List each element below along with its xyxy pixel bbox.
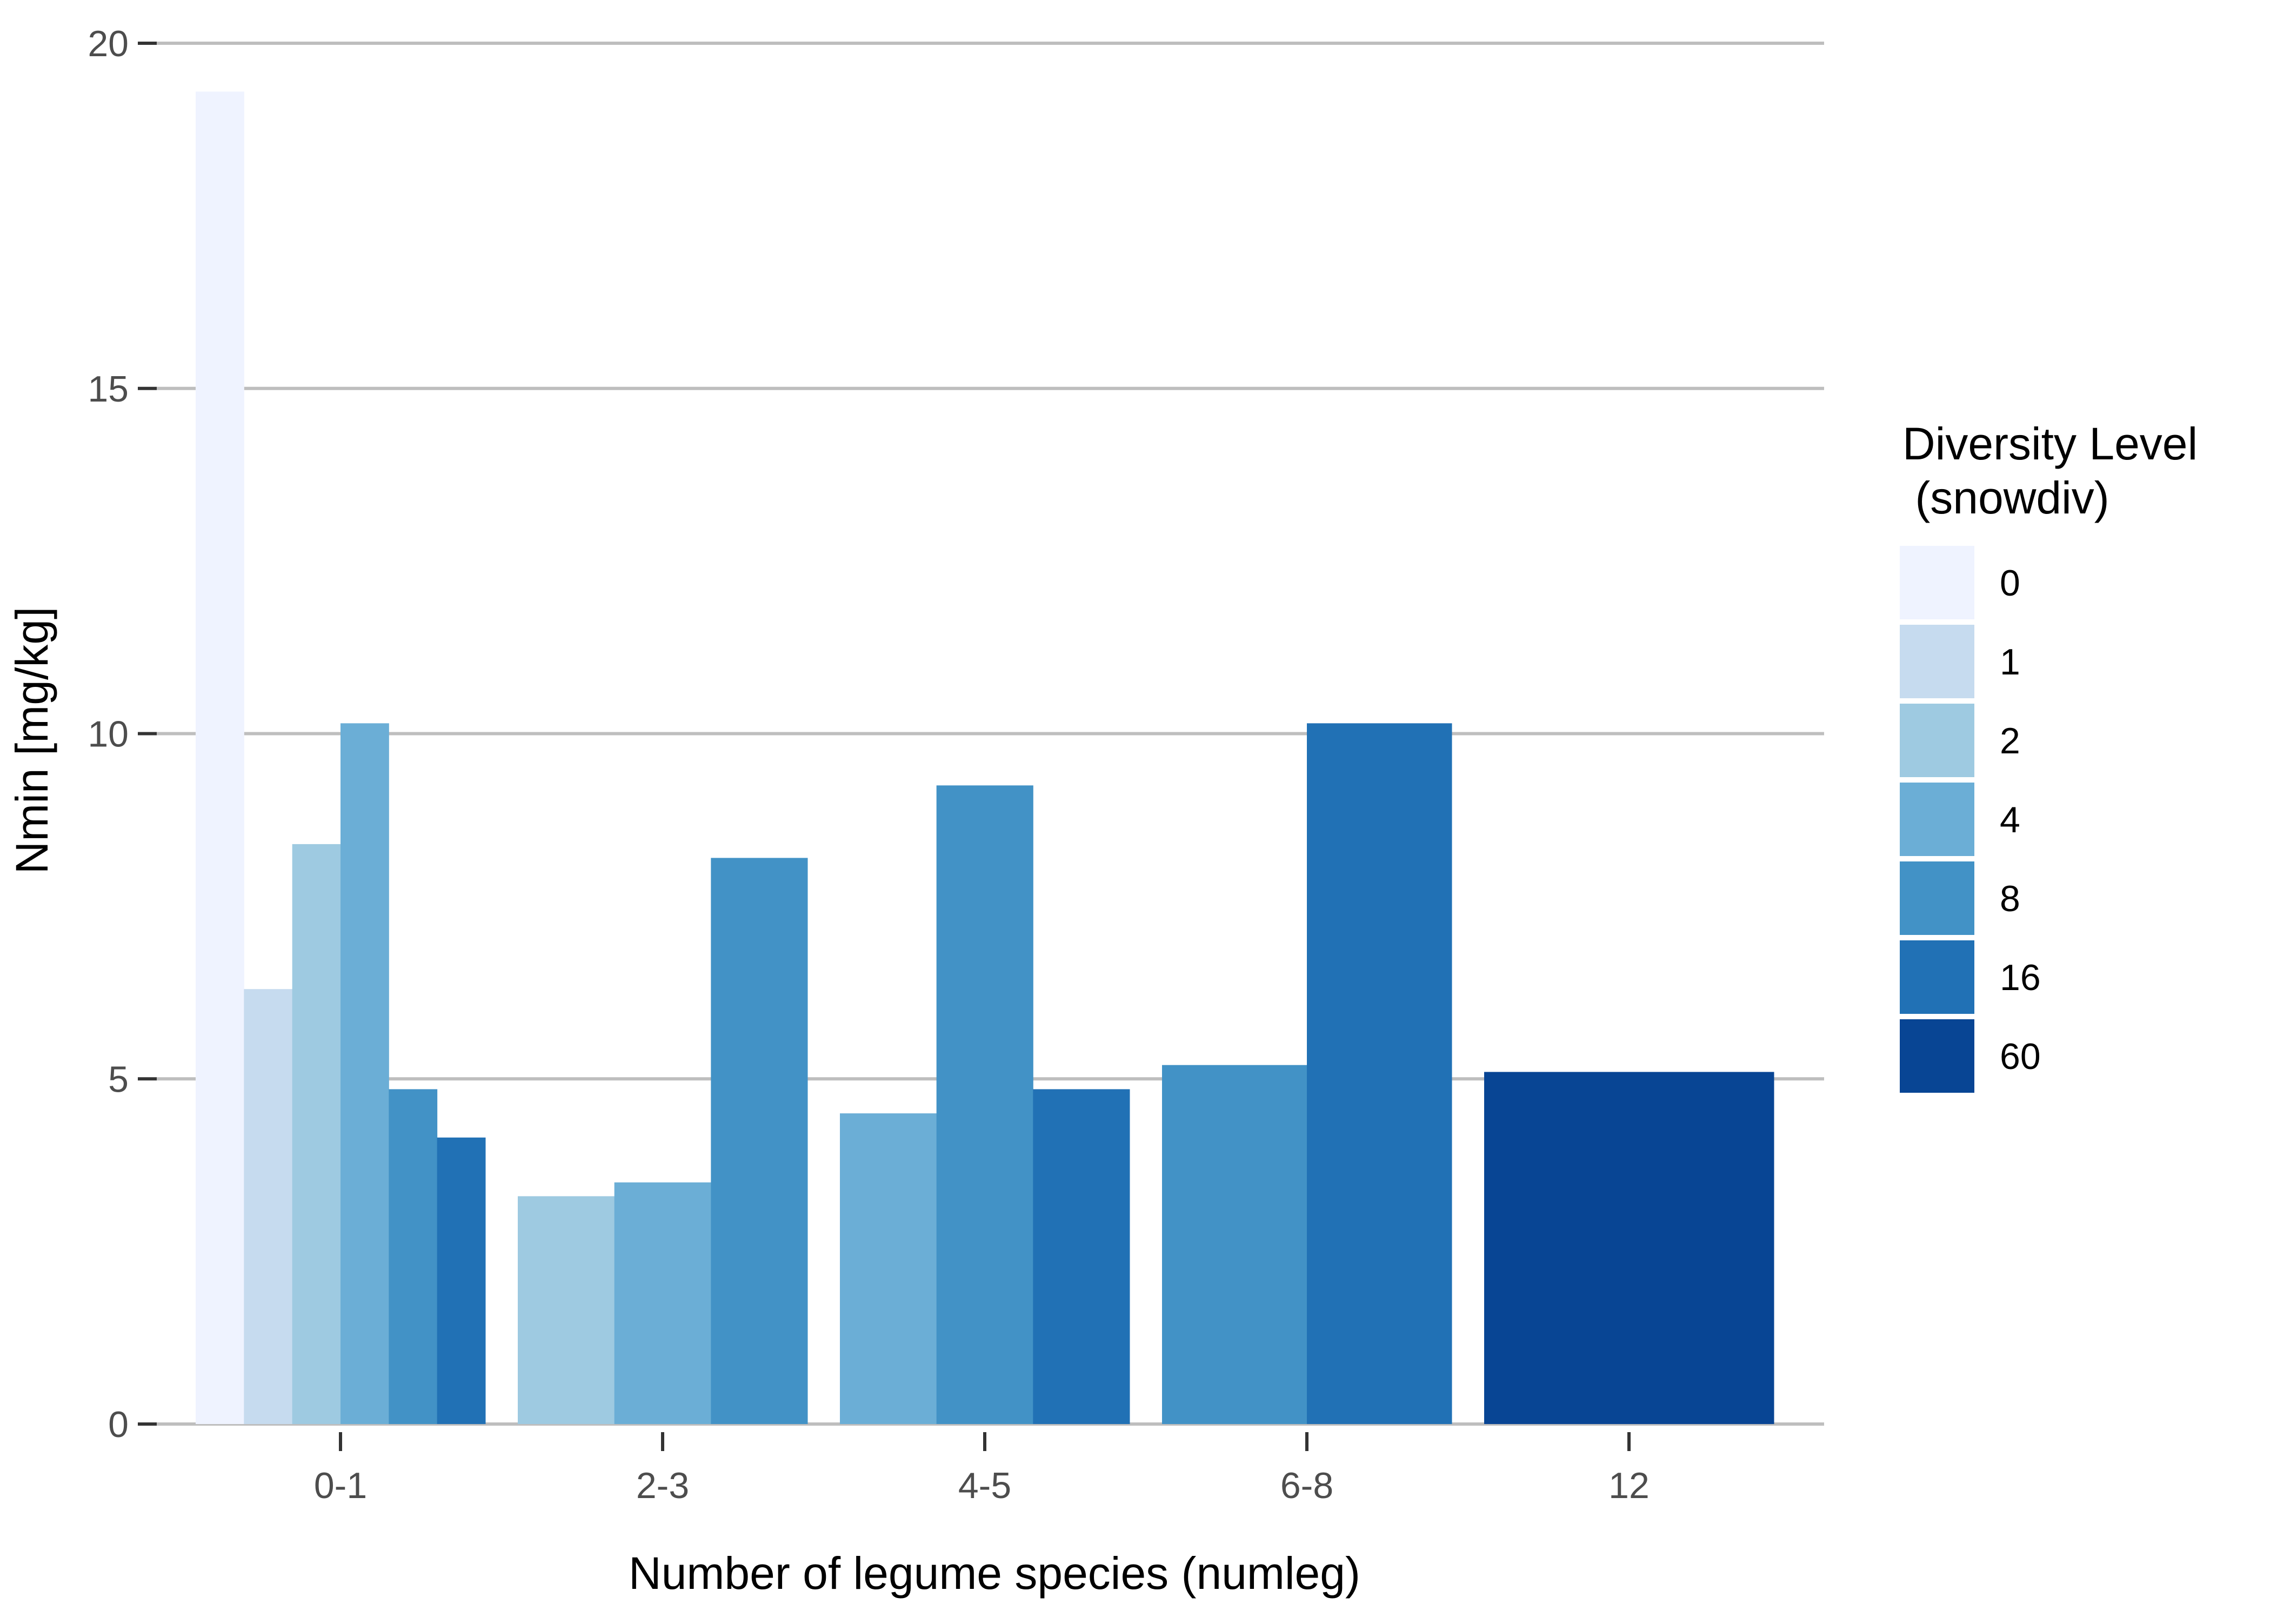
- x-tick-label: 12: [1608, 1465, 1650, 1506]
- y-axis: 0 5 10 15 20: [88, 23, 157, 1445]
- bar-0-1-level-1: [244, 989, 293, 1424]
- legend-title-line2: (snowdiv): [1902, 472, 2109, 523]
- legend-key-0: [1900, 546, 1974, 619]
- legend-key-1: [1900, 625, 1974, 698]
- bar-0-1-level-16: [437, 1137, 486, 1424]
- bar-4-5-level-8: [936, 785, 1033, 1424]
- bar-0-1-level-2: [292, 844, 341, 1424]
- bar-4-5-level-4: [840, 1113, 937, 1424]
- bar-6-8-level-16: [1307, 723, 1452, 1424]
- bar-4-5-level-16: [1033, 1089, 1130, 1424]
- bar-0-1-level-4: [340, 723, 389, 1424]
- bar-2-3-level-4: [614, 1182, 711, 1424]
- bar-0-1-level-0: [196, 91, 244, 1424]
- bar-2-3-level-2: [518, 1196, 615, 1424]
- y-tick-label: 0: [108, 1404, 129, 1445]
- y-tick-label: 20: [88, 23, 129, 64]
- x-tick-label: 0-1: [314, 1465, 367, 1506]
- x-tick-label: 2-3: [636, 1465, 689, 1506]
- x-axis-title: Number of legume species (numleg): [629, 1548, 1360, 1599]
- legend-label-0: 0: [2000, 563, 2020, 604]
- bar-6-8-level-8: [1162, 1065, 1307, 1424]
- legend-label-4: 4: [2000, 799, 2020, 840]
- legend-key-8: [1900, 861, 1974, 935]
- legend-title-line1: Diversity Level: [1902, 418, 2198, 469]
- y-tick-label: 10: [88, 714, 129, 755]
- legend: Diversity Level (snowdiv) 0 1 2 4 8 16 60: [1900, 418, 2198, 1093]
- legend-key-16: [1900, 940, 1974, 1014]
- legend-key-2: [1900, 704, 1974, 777]
- y-tick-label: 15: [88, 369, 129, 410]
- bar-12-level-60: [1484, 1072, 1774, 1424]
- x-tick-label: 4-5: [958, 1465, 1011, 1506]
- bars: [196, 91, 1774, 1424]
- x-axis: 0-1 2-3 4-5 6-8 12: [314, 1432, 1650, 1506]
- legend-label-16: 16: [2000, 957, 2041, 998]
- legend-label-60: 60: [2000, 1036, 2041, 1077]
- legend-label-1: 1: [2000, 641, 2020, 683]
- legend-label-2: 2: [2000, 720, 2020, 761]
- y-tick-label: 5: [108, 1059, 129, 1100]
- legend-key-4: [1900, 783, 1974, 856]
- legend-key-60: [1900, 1019, 1974, 1093]
- x-tick-label: 6-8: [1280, 1465, 1333, 1506]
- bar-0-1-level-8: [389, 1089, 438, 1424]
- legend-label-8: 8: [2000, 878, 2020, 919]
- bar-2-3-level-8: [711, 858, 808, 1424]
- y-axis-title: Nmin [mg/kg]: [6, 607, 57, 874]
